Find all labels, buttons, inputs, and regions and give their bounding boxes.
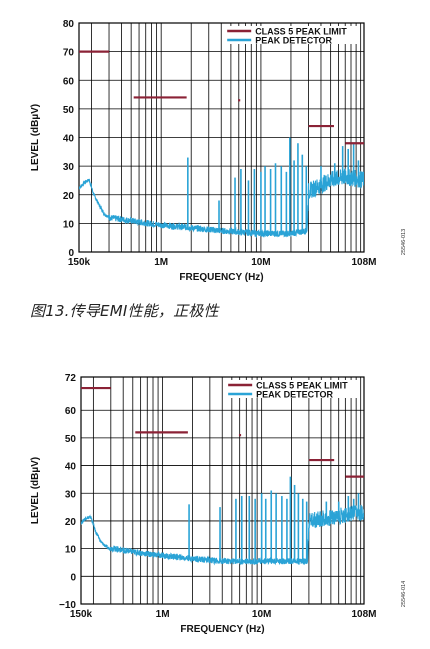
y-tick-label: 30 [65,489,77,500]
x-tick-label: 10M [251,257,270,268]
figure-caption: 图13.传导EMI性能，正极性 [30,302,219,320]
figure-id-label: 25546-013 [401,229,407,255]
x-tick-label: 150k [70,609,93,620]
y-tick-label: 10 [65,545,77,556]
y-tick-label: 0 [68,248,74,259]
y-tick-label: 10 [63,219,75,230]
y-tick-label: 40 [65,462,77,473]
y-tick-label: 72 [65,373,77,384]
x-axis-label: FREQUENCY (Hz) [179,272,263,283]
x-tick-label: 1M [156,609,170,620]
grid-lines [79,22,364,253]
x-tick-label: 108M [351,609,376,620]
x-tick-label: 1M [154,257,168,268]
peak-detector-trace [81,504,364,566]
y-tick-label: 0 [70,572,76,583]
plot-frame [78,22,365,253]
peak-detector-trace [79,168,364,239]
legend-bg [226,389,359,398]
legend-label: PEAK DETECTOR [256,390,333,400]
x-tick-label: 10M [252,609,271,620]
x-tick-label: 150k [68,257,91,268]
y-tick-label: 20 [65,517,77,528]
emi-chart-1: 0 10 20 30 40 50 60 70 80 150k 1M 10M 108M FREQUENCY … [30,19,407,283]
y-tick-label: 60 [65,406,77,417]
y-tick-label: 80 [63,19,75,30]
plot-frame [80,376,365,605]
legend-bg [226,380,359,389]
x-tick-label: 108M [351,257,376,268]
y-tick-label: 40 [63,134,75,145]
y-tick-label: 20 [63,191,75,202]
legend-label: CLASS 5 PEAK LIMIT [256,381,348,391]
y-axis-label: LEVEL (dBµV) [30,104,41,171]
legend-bg [225,35,358,44]
legend-label: PEAK DETECTOR [255,36,332,46]
grid-lines [81,376,364,605]
x-axis-label: FREQUENCY (Hz) [180,624,264,635]
legend-bg [225,26,358,35]
y-tick-label: −10 [59,600,76,611]
figure-id-label: 25546-014 [401,581,407,607]
y-tick-label: 50 [65,434,77,445]
y-tick-label: 50 [63,105,75,116]
y-tick-label: 30 [63,162,75,173]
y-tick-label: 70 [63,48,75,59]
legend-label: CLASS 5 PEAK LIMIT [255,27,347,37]
y-tick-label: 60 [63,76,75,87]
y-axis-label: LEVEL (dBµV) [30,457,41,524]
emi-chart-2: −10 0 10 20 30 40 50 60 72 150k 1M 10M 108M FREQUENCY… [30,373,407,635]
